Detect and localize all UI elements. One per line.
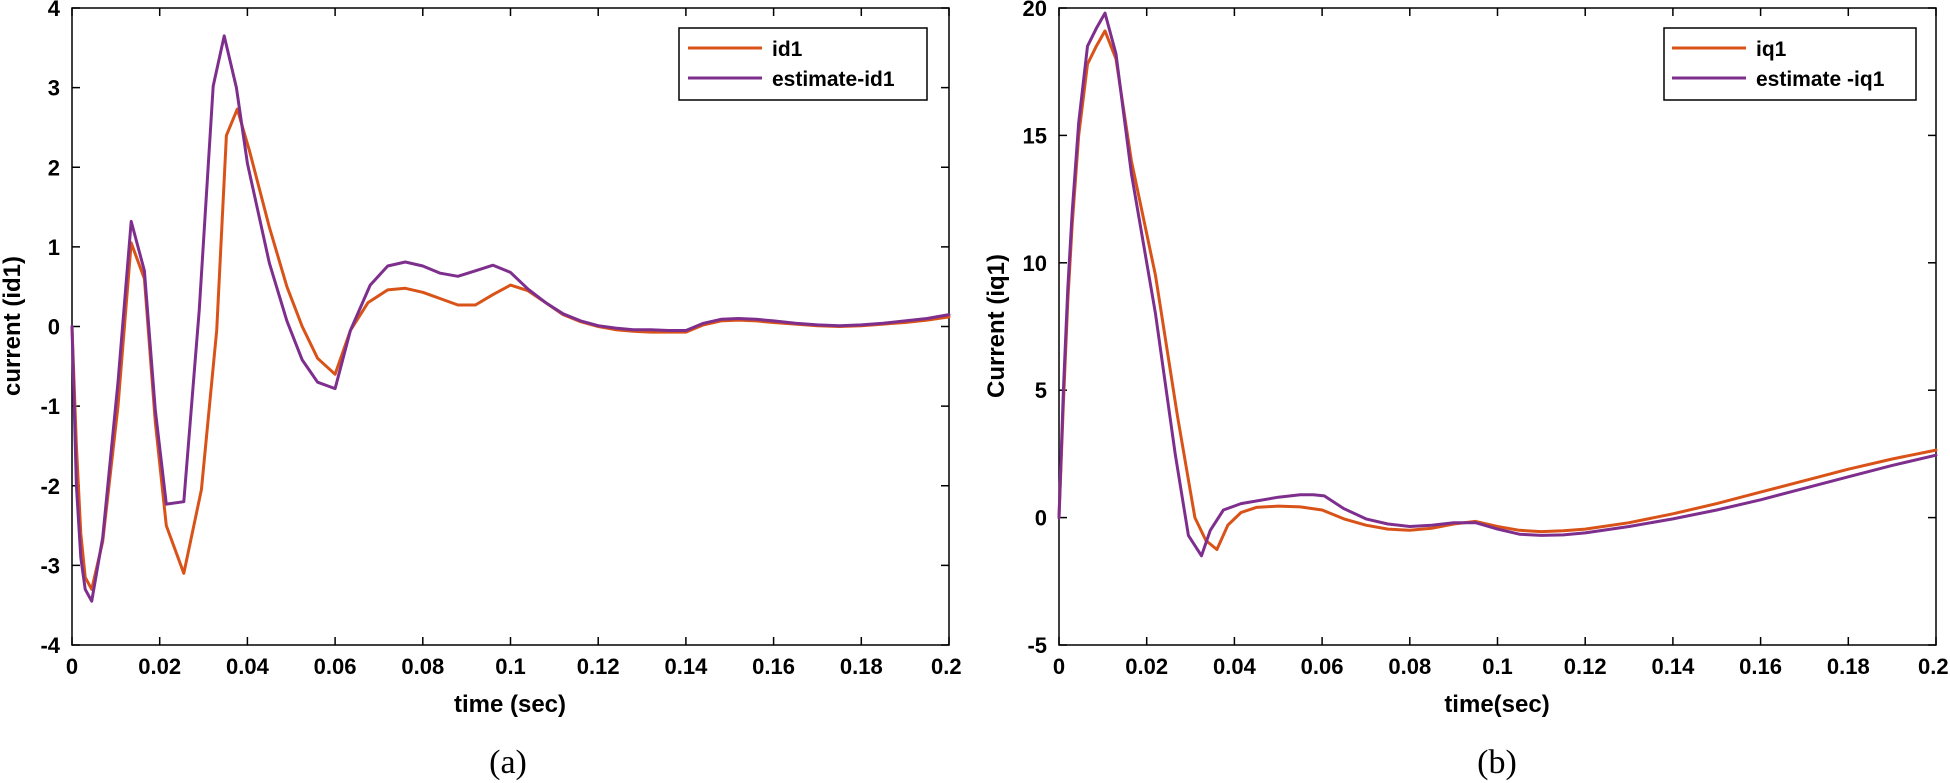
- y-tick-label-b: 10: [1023, 251, 1047, 276]
- y-tick-label-b: -5: [1027, 633, 1047, 658]
- y-axis-ticks-b: -5 0 5 10 15 20: [1023, 0, 1936, 658]
- x-axis-label-a: time (sec): [454, 691, 566, 718]
- legend-a-label-id1: id1: [772, 38, 803, 61]
- plot-area-b-frame: [1058, 7, 1937, 646]
- x-axis-ticks-a: 0 0.02 0.04 0.06 0.08 0.1 0.12 0.14 0.16 0.18 0.2: [66, 8, 962, 679]
- x-tick-label-b: 0.12: [1564, 654, 1607, 679]
- x-tick-label-a: 0.02: [138, 654, 181, 679]
- y-tick-label-b: 0: [1035, 506, 1047, 531]
- legend-a: id1 estimate-id1: [678, 27, 928, 101]
- x-tick-label-a: 0.12: [577, 654, 620, 679]
- legend-b-label-iq1: iq1: [1756, 38, 1787, 61]
- x-tick-label-b: 0.1: [1482, 654, 1513, 679]
- y-axis-label-b: Current (iq1): [983, 254, 1010, 398]
- series-lines-b: [1057, 11, 1938, 558]
- y-tick-label-b: 5: [1035, 378, 1047, 403]
- caption-a: (a): [489, 744, 527, 781]
- x-tick-label-a: 0: [66, 654, 78, 679]
- legend-a-label-estimate-id1: estimate-id1: [772, 68, 895, 91]
- x-tick-label-a: 0.04: [226, 654, 270, 679]
- x-tick-label-b: 0.08: [1388, 654, 1431, 679]
- y-axis-ticks-a: -4 -3 -2 -1 0 1 2 3 4: [40, 0, 949, 658]
- y-tick-label-b: 15: [1023, 123, 1047, 148]
- series-line-estimate-id1-a: [70, 34, 951, 603]
- caption-b: (b): [1477, 744, 1517, 781]
- legend-b: iq1 estimate -iq1: [1663, 27, 1917, 101]
- y-tick-label-a: -1: [40, 394, 60, 419]
- x-tick-label-b: 0.06: [1301, 654, 1344, 679]
- legend-b-box: [1663, 27, 1917, 101]
- x-tick-label-a: 0.14: [664, 654, 708, 679]
- y-tick-label-a: -2: [40, 474, 60, 499]
- x-tick-label-a: 0.18: [840, 654, 883, 679]
- y-axis-label-a: current (id1): [0, 256, 26, 396]
- y-tick-label-a: 3: [48, 76, 60, 101]
- panel-b: 0 0.02 0.04 0.06 0.08 0.1 0.12 0.14 0.16 0.18 0.2 …: [983, 0, 1949, 781]
- x-tick-label-a: 0.1: [495, 654, 526, 679]
- legend-b-label-estimate-iq1: estimate -iq1: [1756, 68, 1885, 91]
- x-tick-label-a: 0.2: [931, 654, 962, 679]
- x-axis-label-b: time(sec): [1444, 691, 1549, 718]
- x-tick-label-b: 0.18: [1827, 654, 1870, 679]
- x-tick-label-b: 0.02: [1125, 654, 1168, 679]
- y-tick-label-a: 2: [48, 155, 60, 180]
- y-tick-label-a: 1: [48, 235, 60, 260]
- x-tick-label-b: 0.14: [1651, 654, 1695, 679]
- y-tick-label-a: -3: [40, 553, 60, 578]
- y-tick-label-b: 20: [1023, 0, 1047, 21]
- x-tick-label-b: 0.16: [1739, 654, 1782, 679]
- y-tick-label-a: 0: [48, 315, 60, 340]
- x-tick-label-b: 0: [1053, 654, 1065, 679]
- x-tick-label-a: 0.16: [752, 654, 795, 679]
- legend-a-box: [678, 27, 928, 101]
- panel-a: 0 0.02 0.04 0.06 0.08 0.1 0.12 0.14 0.16 0.18 0.2 …: [0, 0, 962, 781]
- x-tick-label-b: 0.04: [1213, 654, 1257, 679]
- series-line-iq1-b: [1057, 29, 1938, 551]
- series-line-id1-a: [70, 107, 951, 591]
- x-tick-label-a: 0.08: [401, 654, 444, 679]
- x-tick-label-a: 0.06: [314, 654, 357, 679]
- series-lines-a: [70, 34, 951, 603]
- y-tick-label-a: 4: [48, 0, 61, 21]
- x-axis-ticks-b: 0 0.02 0.04 0.06 0.08 0.1 0.12 0.14 0.16 0.18 0.2: [1053, 8, 1949, 679]
- x-tick-label-b: 0.2: [1918, 654, 1949, 679]
- series-line-estimate-iq1-b: [1057, 11, 1938, 558]
- y-tick-label-a: -4: [40, 633, 60, 658]
